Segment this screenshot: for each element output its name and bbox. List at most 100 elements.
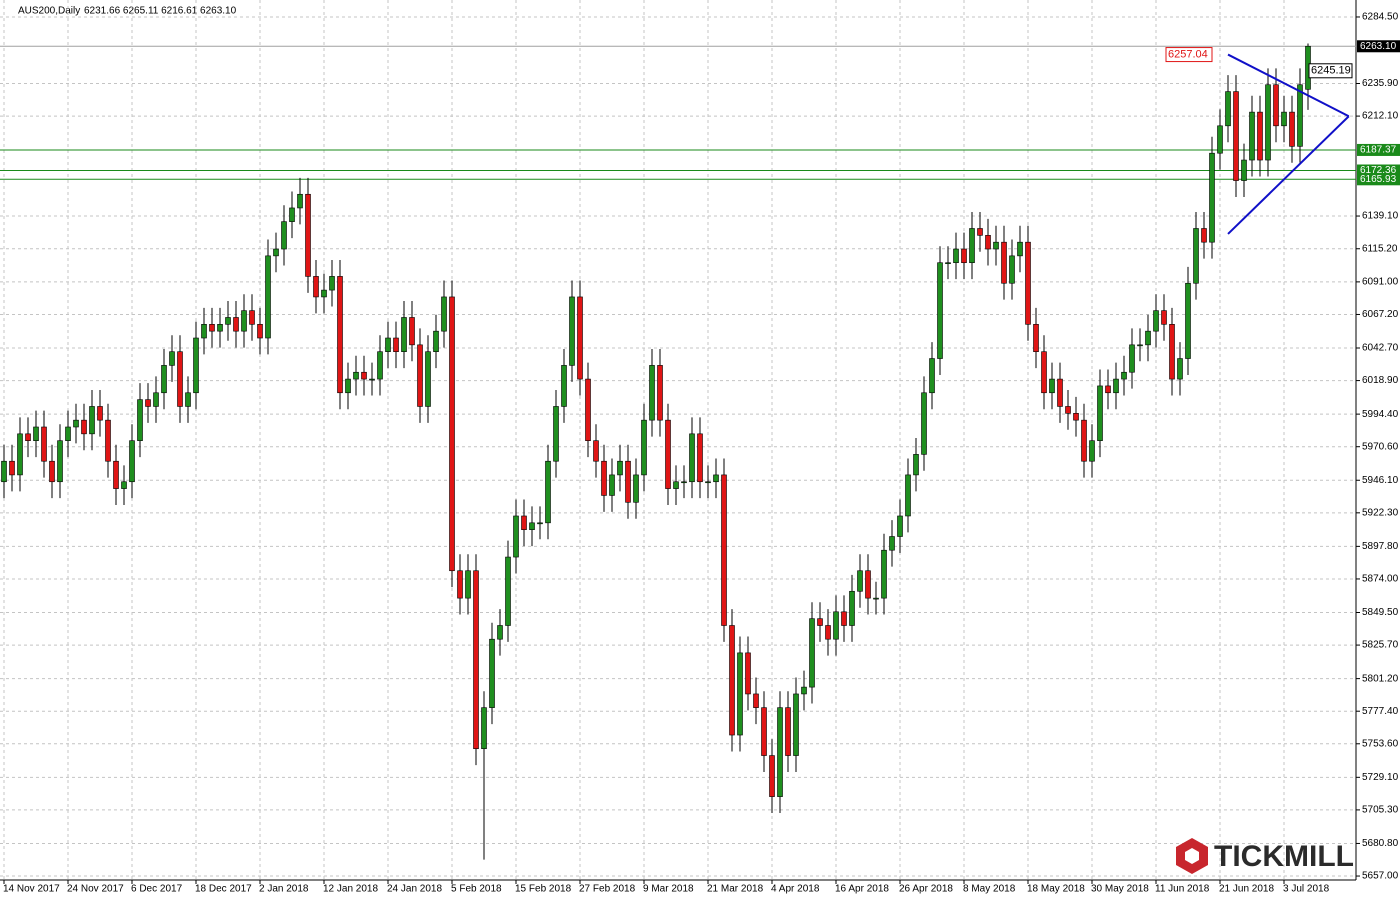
candle-body <box>833 611 839 640</box>
y-tick-label: 6115.20 <box>1362 243 1398 254</box>
candle-body <box>1249 111 1255 161</box>
candle-body <box>193 337 199 394</box>
candle-body <box>305 193 311 277</box>
candle-body <box>201 324 207 339</box>
candle-body <box>777 707 783 797</box>
candle-body <box>1257 111 1263 161</box>
candle-body <box>865 570 871 599</box>
candle-body <box>665 419 671 489</box>
candle-body <box>281 221 287 250</box>
header-ohlc: 6231.66 6265.11 6216.61 6263.10 <box>84 6 237 17</box>
candle-body <box>33 426 39 441</box>
x-tick-label: 9 Mar 2018 <box>643 884 694 895</box>
candle-body <box>337 276 343 394</box>
candle-body <box>233 317 239 332</box>
candle-body <box>985 235 991 250</box>
candle-body <box>1185 282 1191 359</box>
candle-body <box>745 652 751 695</box>
candle-body <box>897 515 903 537</box>
candle-body <box>217 324 223 332</box>
candle-body <box>521 515 527 530</box>
x-tick-label: 6 Dec 2017 <box>131 884 183 895</box>
candle-body <box>1201 228 1207 243</box>
header-symbol: AUS200,Daily <box>18 6 80 17</box>
x-tick-label: 4 Apr 2018 <box>771 884 820 895</box>
y-tick-label: 5657.00 <box>1362 871 1399 882</box>
candle-body <box>785 707 791 756</box>
candle-body <box>561 365 567 407</box>
candle-body <box>817 618 823 626</box>
x-tick-label: 14 Nov 2017 <box>3 884 60 895</box>
y-tick-label: 5849.50 <box>1362 607 1399 618</box>
candle-body <box>825 625 831 640</box>
candle-body <box>1081 419 1087 462</box>
candle-body <box>41 426 47 462</box>
candle-body <box>1145 330 1151 346</box>
level-label-box <box>1357 173 1400 186</box>
candle-body <box>705 481 711 484</box>
candle-body <box>89 406 95 435</box>
candle-body <box>121 481 127 489</box>
y-tick-label: 5897.80 <box>1362 541 1399 552</box>
candle-body <box>537 522 543 525</box>
candle-body <box>9 460 15 476</box>
candle-body <box>409 317 415 346</box>
x-tick-label: 15 Feb 2018 <box>515 884 572 895</box>
candle-body <box>1233 91 1239 181</box>
candle-body <box>385 337 391 352</box>
candle-body <box>273 248 279 257</box>
y-tick-label: 6042.70 <box>1362 343 1399 354</box>
candle-body <box>1297 84 1303 147</box>
candle-body <box>961 248 967 264</box>
candle-body <box>905 474 911 517</box>
candle-body <box>1161 310 1167 325</box>
candle-body <box>73 419 79 428</box>
candle-body <box>417 344 423 407</box>
candle-body <box>545 460 551 524</box>
x-tick-label: 18 Dec 2017 <box>195 884 252 895</box>
candle-body <box>1049 378 1055 394</box>
candle-body <box>721 474 727 626</box>
candle-body <box>449 296 455 572</box>
candle-body <box>1 460 7 483</box>
y-tick-label: 5994.40 <box>1362 409 1399 420</box>
x-tick-label: 8 May 2018 <box>963 884 1016 895</box>
y-tick-label: 5801.20 <box>1362 673 1399 684</box>
x-tick-label: 26 Apr 2018 <box>899 884 953 895</box>
candle-body <box>1025 241 1031 325</box>
candle-body <box>969 228 975 264</box>
triangle-lower <box>1227 115 1350 235</box>
y-tick-label: 5874.00 <box>1362 574 1399 585</box>
candle-body <box>553 406 559 462</box>
y-tick-label: 5753.60 <box>1362 738 1399 749</box>
candle-body <box>1153 310 1159 332</box>
candle-body <box>1073 413 1079 421</box>
candle-body <box>257 324 263 339</box>
candle-body <box>657 365 663 421</box>
candle-body <box>737 652 743 736</box>
y-tick-label: 5970.60 <box>1362 441 1399 452</box>
candle-body <box>641 419 647 476</box>
candle-body <box>473 570 479 750</box>
candle-body <box>761 707 767 756</box>
x-tick-label: 21 Jun 2018 <box>1219 884 1274 895</box>
triangle-upper <box>1227 53 1350 118</box>
candle-body <box>1265 84 1271 161</box>
annotation-label: 6257.04 <box>1168 48 1208 60</box>
candle-body <box>993 241 999 250</box>
candle-body <box>945 262 951 265</box>
candle-body <box>881 549 887 599</box>
candle-body <box>321 289 327 298</box>
candle-body <box>105 419 111 462</box>
candle-body <box>601 460 607 496</box>
candle-body <box>137 399 143 441</box>
candle-body <box>49 460 55 483</box>
candle-body <box>857 570 863 592</box>
candle-body <box>1129 344 1135 373</box>
candle-body <box>369 378 375 381</box>
y-tick-label: 6018.90 <box>1362 375 1399 386</box>
candle-body <box>465 570 471 599</box>
y-tick-label: 5946.10 <box>1362 475 1399 486</box>
candle-body <box>393 337 399 352</box>
